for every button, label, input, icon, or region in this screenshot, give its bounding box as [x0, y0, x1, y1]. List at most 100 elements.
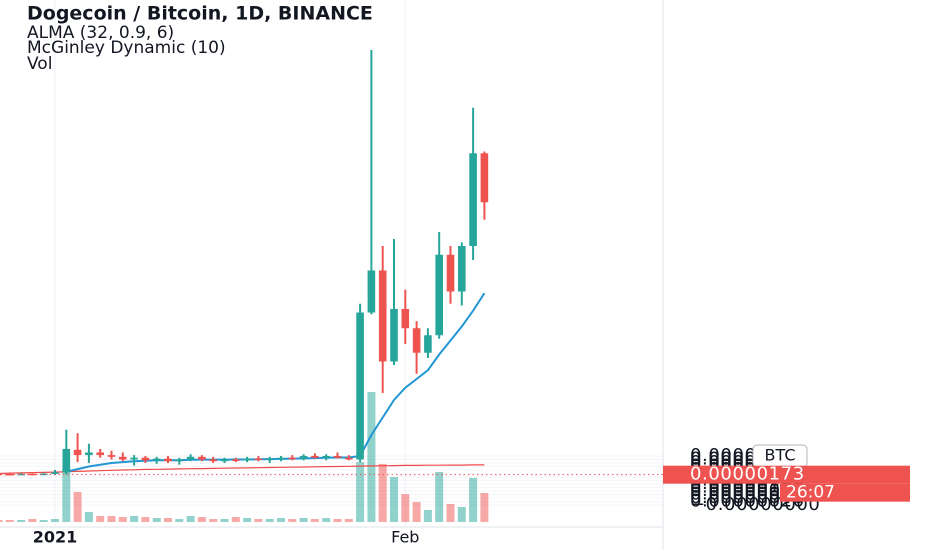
- candle-body: [390, 308, 398, 362]
- indicator-line: [66, 292, 486, 473]
- candle-body: [152, 458, 161, 461]
- volume-bar: [175, 519, 184, 522]
- volume-bar: [254, 519, 263, 522]
- candle-body: [311, 455, 319, 458]
- volume-bar: [186, 516, 195, 522]
- candle-body: [333, 455, 342, 458]
- volume-bar: [209, 519, 218, 522]
- candle-body: [232, 459, 240, 461]
- volume-bar: [243, 518, 252, 522]
- volume-bar: [446, 504, 455, 522]
- volume-bar: [107, 516, 116, 522]
- volume-bar: [265, 519, 274, 522]
- candle-body: [367, 270, 376, 313]
- candle-body: [277, 457, 285, 460]
- candle-body: [469, 153, 477, 247]
- candle-body: [73, 449, 82, 456]
- volume-bar: [322, 518, 331, 522]
- currency-label: BTC: [765, 445, 796, 464]
- volume-bar: [130, 516, 139, 522]
- candle-body: [62, 448, 71, 473]
- candle-body: [198, 456, 206, 460]
- countdown-box: [780, 483, 910, 502]
- volume-bar: [231, 517, 240, 522]
- candle-body: [446, 254, 455, 292]
- candle-body: [345, 457, 353, 460]
- volume-bar: [39, 520, 48, 522]
- x-tick-label: 2021: [33, 528, 78, 547]
- volume-bar: [412, 502, 421, 522]
- volume-bar: [378, 464, 387, 522]
- candle-body: [424, 335, 432, 353]
- y-tick-label: 0.00000040: [690, 487, 805, 508]
- volume-bar: [277, 518, 285, 522]
- volume-bar: [469, 478, 478, 522]
- candle-body: [435, 254, 443, 336]
- candle-body: [17, 473, 25, 476]
- countdown-label: 26:07: [786, 483, 835, 503]
- volume-bar: [17, 520, 26, 522]
- legend-mcginley: McGinley Dynamic (10): [27, 38, 226, 58]
- candle-body: [254, 458, 263, 461]
- volume-bar: [118, 517, 127, 522]
- volume-bar: [480, 493, 489, 522]
- candle-body: [356, 312, 364, 460]
- last-price-label: 0.00000173: [690, 464, 805, 485]
- candle-body: [186, 456, 195, 460]
- volume-bar: [28, 519, 37, 522]
- volume-bar: [96, 516, 105, 522]
- candle-body: [209, 459, 217, 462]
- volume-bar: [299, 518, 308, 522]
- volume-bar: [356, 462, 365, 522]
- candle-body: [164, 458, 172, 462]
- y-tick-label: 0.00000060: [690, 483, 805, 504]
- x-tick-label: Feb: [391, 528, 419, 547]
- candle-body: [107, 455, 116, 457]
- volume-bar: [141, 517, 150, 522]
- candle-body: [85, 452, 93, 456]
- candle-body: [265, 458, 274, 461]
- candle-body: [96, 452, 104, 456]
- volume-bar: [220, 519, 229, 522]
- candle-body: [51, 472, 59, 474]
- volume-bar: [84, 512, 93, 522]
- volume-bar: [0, 520, 3, 522]
- volume-bar: [457, 507, 466, 522]
- volume-bar: [5, 520, 14, 522]
- volume-bar: [152, 518, 161, 522]
- legend-alma: ALMA (32, 0.9, 6): [27, 23, 174, 43]
- volume-bar: [310, 519, 319, 522]
- candle-body: [480, 153, 489, 203]
- candle-body: [401, 308, 410, 329]
- volume-bar: [367, 392, 376, 522]
- y-tick-label: 0.00000020: [690, 490, 805, 511]
- volume-bar: [288, 519, 297, 522]
- candle-body: [175, 459, 184, 462]
- last-price-box: [663, 465, 910, 484]
- volume-bar: [401, 494, 410, 522]
- legend-volume: Vol: [27, 54, 52, 74]
- volume-bar: [73, 492, 82, 522]
- indicator-line: [0, 464, 485, 475]
- candle-body: [243, 458, 251, 461]
- candle-body: [322, 455, 330, 458]
- volume-bar: [344, 519, 353, 522]
- volume-bar: [51, 519, 59, 522]
- candle-body: [220, 459, 229, 462]
- candle-body: [288, 457, 297, 460]
- candle-body: [130, 457, 138, 460]
- candle-body: [378, 270, 387, 362]
- volume-bar: [333, 519, 342, 522]
- volume-bar: [164, 518, 172, 522]
- candle-body: [412, 328, 421, 353]
- volume-bar: [62, 467, 71, 522]
- candle-body: [299, 455, 308, 459]
- candle-body: [39, 473, 48, 476]
- volume-bar: [390, 477, 398, 522]
- volume-bar: [435, 472, 444, 522]
- candle-body: [119, 456, 127, 460]
- volume-bar: [197, 517, 206, 522]
- candle-body: [458, 246, 466, 292]
- y-tick-label: 0.00000080: [690, 480, 805, 501]
